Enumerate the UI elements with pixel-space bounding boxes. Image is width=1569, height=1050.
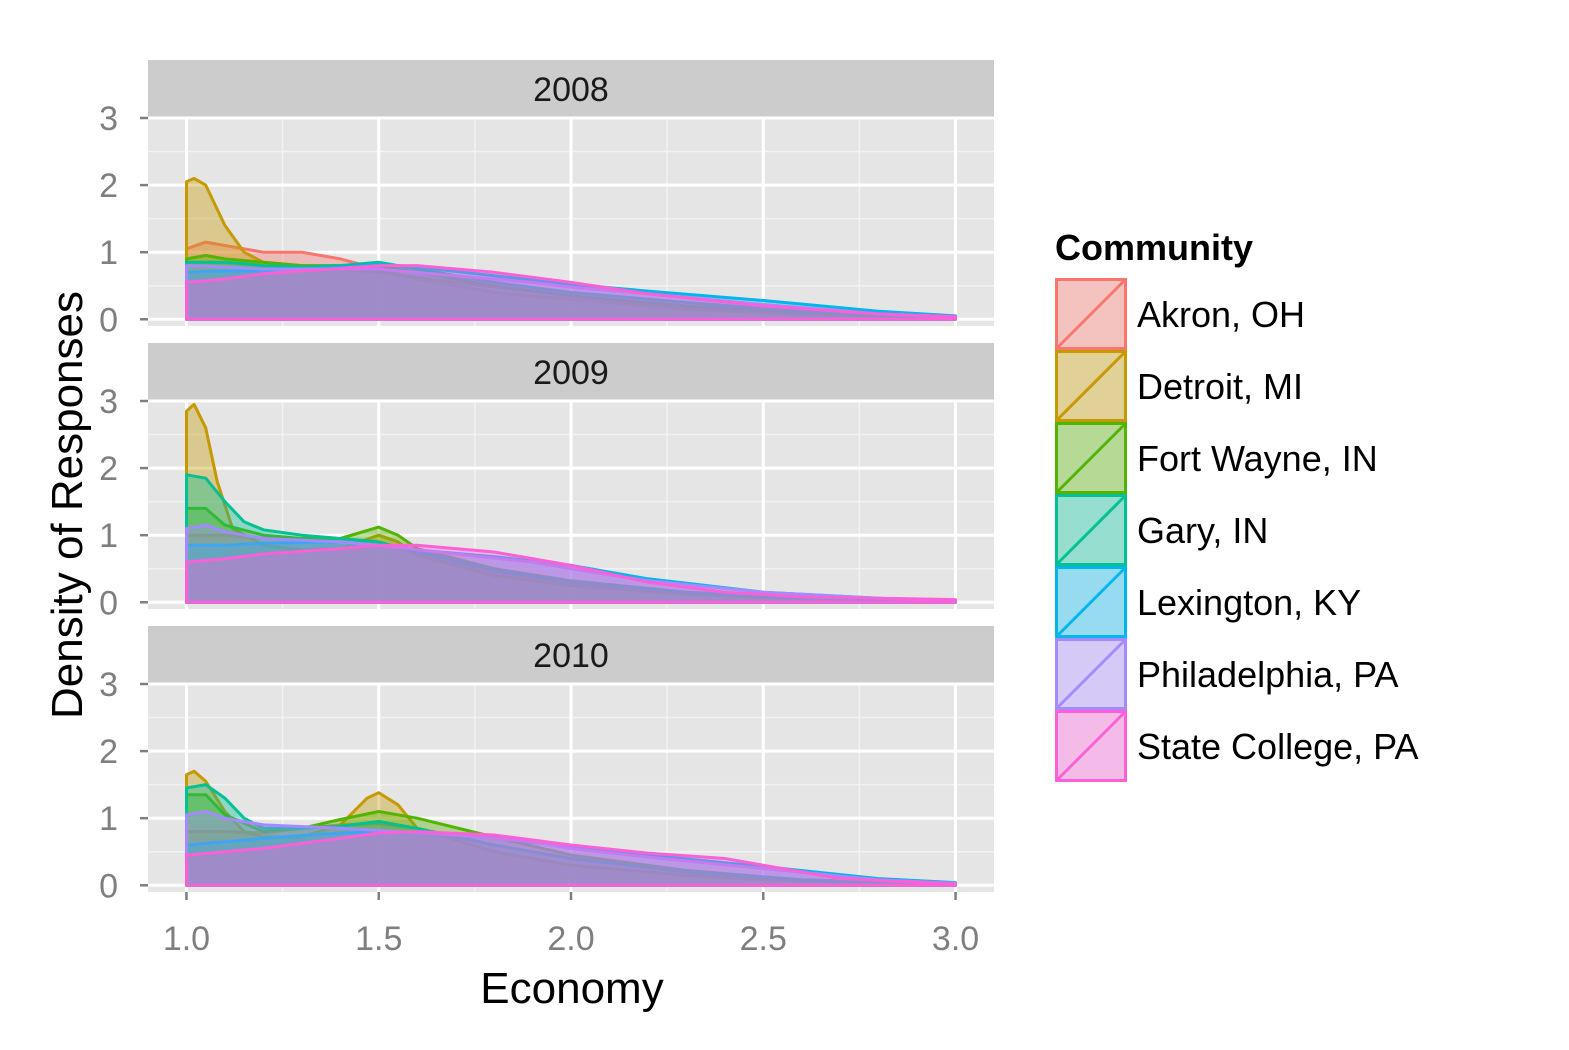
facet-strip bbox=[148, 343, 994, 401]
x-tick-label: 2.5 bbox=[740, 920, 787, 958]
legend-item: Gary, IN bbox=[1055, 494, 1268, 566]
legend-key-diagonal bbox=[1055, 422, 1127, 494]
legend-key-diagonal bbox=[1055, 638, 1127, 710]
y-tick-label: 1 bbox=[99, 800, 118, 838]
y-tick-label: 3 bbox=[99, 383, 118, 421]
y-tick-label: 0 bbox=[99, 584, 118, 622]
legend: Community Akron, OH Detroit, MI Fort Wayne… bbox=[1055, 227, 1419, 782]
legend-key-diagonal bbox=[1055, 350, 1127, 422]
y-tick-label: 2 bbox=[99, 167, 118, 205]
legend-label: Gary, IN bbox=[1137, 510, 1268, 551]
legend-key-diagonal bbox=[1055, 278, 1127, 350]
facet-panel-2010: 2010 0 1 2 3 bbox=[99, 626, 994, 905]
facet-panel-2009: 2009 0 1 2 3 bbox=[99, 343, 994, 622]
legend-label: Akron, OH bbox=[1137, 294, 1305, 335]
facet-panels: 2008 0 1 2 3 2009 0 1 2 3 2010 0 1 2 3 bbox=[99, 60, 994, 905]
y-axis-title: Density of Responses bbox=[43, 291, 92, 719]
x-axis-title: Economy bbox=[480, 964, 663, 1013]
density-area bbox=[185, 830, 957, 887]
legend-label: Philadelphia, PA bbox=[1137, 654, 1399, 695]
x-tick-label: 3.0 bbox=[932, 920, 979, 958]
legend-label: Detroit, MI bbox=[1137, 366, 1303, 407]
density-area bbox=[185, 264, 957, 321]
facet-strip-label: 2008 bbox=[533, 71, 609, 109]
y-tick-label: 0 bbox=[99, 867, 118, 905]
facet-strip-label: 2009 bbox=[533, 354, 609, 392]
legend-item: Fort Wayne, IN bbox=[1055, 422, 1378, 494]
legend-label: State College, PA bbox=[1137, 726, 1419, 767]
x-tick-label: 1.5 bbox=[355, 920, 402, 958]
legend-item: Detroit, MI bbox=[1055, 350, 1303, 422]
x-tick-label: 2.0 bbox=[547, 920, 594, 958]
facet-strip bbox=[148, 626, 994, 684]
legend-item: Philadelphia, PA bbox=[1055, 638, 1399, 710]
legend-title: Community bbox=[1055, 227, 1253, 268]
x-axis: 1.0 1.5 2.0 2.5 3.0 bbox=[163, 892, 979, 958]
y-tick-label: 1 bbox=[99, 517, 118, 555]
legend-item: Akron, OH bbox=[1055, 278, 1305, 350]
y-tick-label: 2 bbox=[99, 733, 118, 771]
y-tick-label: 2 bbox=[99, 450, 118, 488]
legend-key-diagonal bbox=[1055, 710, 1127, 782]
legend-label: Fort Wayne, IN bbox=[1137, 438, 1378, 479]
facet-strip-label: 2010 bbox=[533, 637, 609, 675]
y-tick-label: 3 bbox=[99, 666, 118, 704]
legend-key-diagonal bbox=[1055, 494, 1127, 566]
legend-item: Lexington, KY bbox=[1055, 566, 1361, 638]
x-tick-label: 1.0 bbox=[163, 920, 210, 958]
facet-panel-2008: 2008 0 1 2 3 bbox=[99, 60, 994, 339]
y-tick-label: 0 bbox=[99, 301, 118, 339]
facet-strip bbox=[148, 60, 994, 118]
y-tick-label: 1 bbox=[99, 234, 118, 272]
density-area bbox=[185, 783, 957, 887]
legend-item: State College, PA bbox=[1055, 710, 1419, 782]
y-tick-label: 3 bbox=[99, 100, 118, 138]
density-area bbox=[185, 543, 957, 604]
legend-key-diagonal bbox=[1055, 566, 1127, 638]
legend-label: Lexington, KY bbox=[1137, 582, 1361, 623]
